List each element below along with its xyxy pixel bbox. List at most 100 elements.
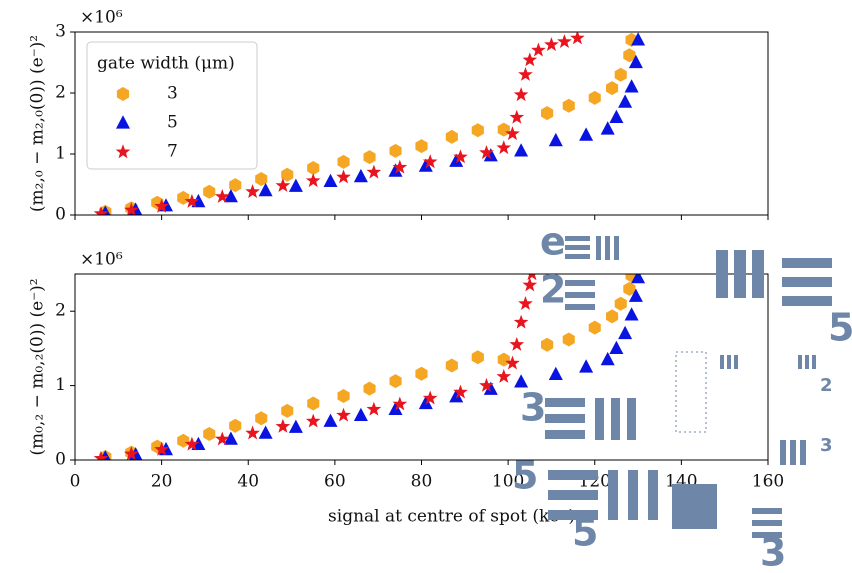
marker: [609, 109, 624, 123]
marker: [177, 433, 190, 448]
marker: [154, 198, 169, 213]
marker: [628, 288, 643, 302]
legend-title: gate width (μm): [97, 54, 235, 74]
axes-frame: [74, 273, 769, 461]
marker: [509, 109, 525, 124]
legend-marker: [116, 115, 130, 129]
marker: [392, 396, 408, 411]
marker: [522, 277, 538, 292]
marker: [415, 366, 428, 381]
target-label: 5: [572, 511, 598, 555]
marker: [258, 182, 273, 197]
marker: [445, 358, 458, 373]
marker: [422, 154, 438, 169]
x-tick-label: 0: [70, 472, 81, 492]
marker: [281, 167, 294, 182]
marker: [509, 337, 525, 351]
target-label: 2: [540, 268, 566, 312]
marker: [184, 436, 200, 451]
y-tick-label: 2: [55, 83, 66, 103]
target-label: 3: [760, 531, 786, 573]
marker: [513, 87, 529, 102]
marker: [288, 178, 303, 192]
marker: [497, 122, 510, 137]
marker: [245, 425, 260, 440]
marker: [514, 143, 529, 157]
target-label: e: [540, 220, 566, 264]
marker: [562, 332, 575, 347]
y-tick-label: 0: [55, 450, 66, 470]
marker: [514, 374, 529, 388]
marker: [628, 54, 643, 69]
marker: [557, 34, 572, 48]
marker: [203, 427, 216, 441]
marker: [505, 355, 520, 370]
marker: [570, 32, 585, 45]
marker: [631, 274, 646, 284]
marker: [624, 307, 639, 321]
y-axis-label: (m₂,₀ − m₂,₀(0)) (e⁻)²: [28, 35, 48, 212]
legend: gate width (μm) 3 5 7: [86, 41, 258, 170]
marker: [288, 419, 303, 433]
y-tick-label: 1: [55, 375, 66, 395]
legend-label: 3: [167, 84, 178, 104]
marker: [449, 389, 464, 403]
marker: [422, 390, 438, 405]
marker: [505, 126, 520, 141]
marker: [497, 352, 510, 367]
marker: [245, 184, 260, 198]
marker: [618, 94, 633, 108]
marker: [366, 401, 382, 416]
x-tick-label: 40: [237, 472, 259, 492]
marker: [307, 396, 320, 411]
y-tick-label: 1: [55, 144, 66, 164]
marker: [305, 173, 321, 188]
marker: [177, 190, 190, 205]
marker: [337, 154, 350, 169]
marker: [609, 340, 624, 354]
legend-marker: [115, 144, 131, 159]
target-label: 5: [828, 306, 852, 350]
legend-box: [86, 41, 258, 170]
marker: [544, 37, 559, 51]
marker: [214, 431, 230, 446]
marker: [496, 140, 512, 155]
marker: [541, 337, 554, 352]
y-tick-label: 2: [55, 301, 66, 321]
marker: [229, 178, 242, 193]
marker: [275, 418, 291, 433]
target-bars: [545, 236, 832, 538]
marker: [453, 149, 468, 164]
x-tick-label: 60: [324, 472, 346, 492]
marker: [483, 148, 498, 162]
y-axis-label: (m₀,₂ − m₀,₂(0)) (e⁻)²: [28, 278, 48, 455]
legend-label: 5: [167, 113, 178, 133]
marker: [223, 189, 238, 203]
marker: [518, 67, 533, 81]
marker: [548, 366, 563, 380]
marker: [337, 389, 350, 403]
marker: [453, 384, 468, 399]
marker: [623, 48, 636, 63]
marker: [124, 202, 139, 215]
marker: [618, 325, 633, 340]
marker: [483, 381, 498, 395]
marker: [353, 168, 368, 183]
marker: [336, 407, 351, 422]
marker: [281, 403, 294, 418]
marker: [363, 381, 376, 396]
marker: [548, 132, 563, 147]
marker: [307, 161, 320, 175]
marker: [229, 418, 242, 433]
marker: [353, 407, 368, 421]
marker: [255, 172, 268, 186]
marker: [541, 106, 554, 121]
marker: [518, 296, 533, 310]
resolution-target-overlay: e 2 3 5 5 5 3 2 3: [512, 220, 852, 573]
marker: [606, 309, 619, 324]
axes-frame: [74, 31, 769, 216]
marker: [392, 159, 408, 174]
marker: [418, 395, 433, 410]
marker: [389, 374, 402, 389]
marker: [336, 169, 351, 184]
